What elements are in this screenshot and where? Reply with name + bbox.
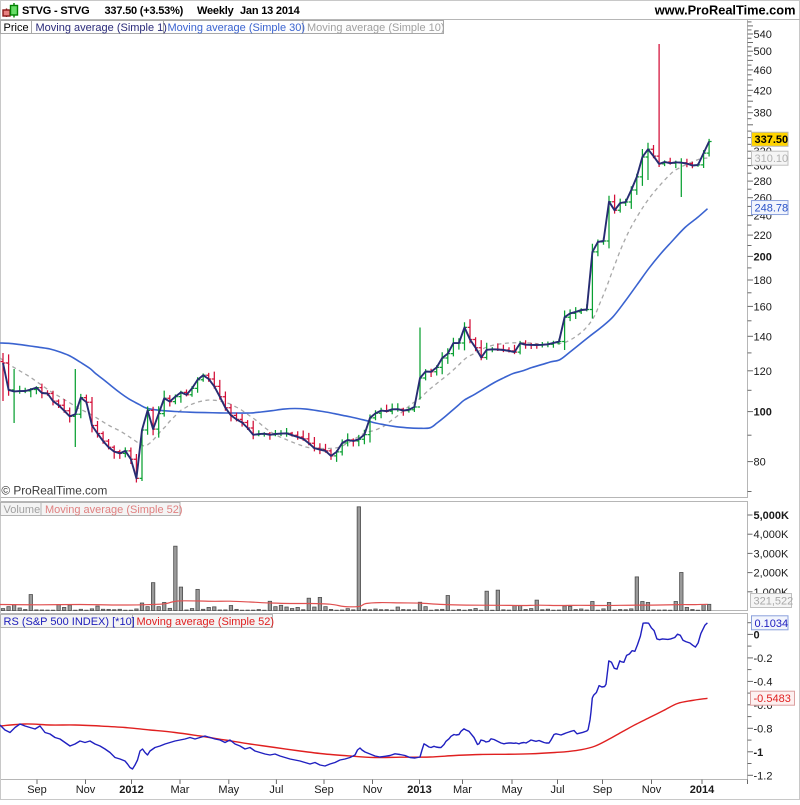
svg-text:www.ProRealTime.com: www.ProRealTime.com [654, 3, 796, 18]
svg-text:200: 200 [754, 251, 772, 263]
svg-text:Nov: Nov [642, 784, 662, 796]
svg-text:460: 460 [754, 65, 772, 77]
svg-text:0: 0 [754, 629, 760, 641]
svg-text:337.50: 337.50 [755, 134, 789, 146]
svg-text:3,000K: 3,000K [754, 548, 790, 560]
svg-text:Mar: Mar [453, 784, 472, 796]
svg-text:Sep: Sep [314, 784, 334, 796]
svg-text:Sep: Sep [593, 784, 613, 796]
svg-text:420: 420 [754, 85, 772, 97]
svg-text:-0.8: -0.8 [754, 723, 773, 735]
svg-text:4,000K: 4,000K [754, 529, 790, 541]
svg-text:-1: -1 [754, 747, 764, 759]
svg-text:-0.4: -0.4 [754, 676, 773, 688]
svg-text:-1.2: -1.2 [754, 770, 773, 782]
svg-text:337.50 (+3.53%): 337.50 (+3.53%) [105, 5, 184, 17]
svg-text:0.1034: 0.1034 [755, 618, 789, 630]
svg-text:80: 80 [754, 457, 766, 469]
svg-text:-0.2: -0.2 [754, 653, 773, 665]
svg-text:May: May [502, 784, 523, 796]
svg-text:160: 160 [754, 301, 772, 313]
svg-text:2013: 2013 [407, 784, 431, 796]
svg-text:5,000K: 5,000K [754, 510, 790, 522]
svg-text:Mar: Mar [171, 784, 190, 796]
svg-text:540: 540 [754, 29, 772, 41]
svg-text:280: 280 [754, 176, 772, 188]
svg-text:380: 380 [754, 108, 772, 120]
svg-text:Nov: Nov [76, 784, 96, 796]
svg-text:Nov: Nov [363, 784, 383, 796]
svg-text:© ProRealTime.com: © ProRealTime.com [1, 484, 107, 498]
svg-text:RS (S&P 500 INDEX) [*10]: RS (S&P 500 INDEX) [*10] [4, 616, 135, 628]
svg-text:Weekly: Weekly [197, 5, 235, 17]
svg-text:180: 180 [754, 275, 772, 287]
svg-text:STVG - STVG: STVG - STVG [22, 5, 89, 17]
svg-text:248.78: 248.78 [755, 203, 789, 215]
svg-text:Sep: Sep [27, 784, 47, 796]
svg-text:500: 500 [754, 46, 772, 58]
svg-text:May: May [218, 784, 239, 796]
svg-text:Moving average (Simple 52): Moving average (Simple 52) [137, 616, 275, 628]
svg-text:Jul: Jul [269, 784, 283, 796]
svg-text:Jan 13 2014: Jan 13 2014 [240, 5, 301, 17]
svg-text:Moving average (Simple 10): Moving average (Simple 10) [307, 22, 445, 34]
svg-text:Moving average (Simple 30): Moving average (Simple 30) [168, 22, 306, 34]
svg-text:220: 220 [754, 230, 772, 242]
svg-text:2,000K: 2,000K [754, 568, 790, 580]
svg-text:Jul: Jul [550, 784, 564, 796]
svg-text:100: 100 [754, 407, 772, 419]
svg-text:120: 120 [754, 366, 772, 378]
svg-text:321,522: 321,522 [754, 596, 794, 608]
svg-text:-0.5483: -0.5483 [754, 693, 791, 705]
svg-text:2012: 2012 [119, 784, 143, 796]
svg-text:Moving average (Simple 1): Moving average (Simple 1) [36, 22, 167, 34]
svg-text:310.10: 310.10 [755, 153, 789, 165]
svg-text:Price: Price [4, 22, 29, 34]
svg-text:Volume: Volume [4, 504, 41, 516]
svg-text:140: 140 [754, 331, 772, 343]
svg-text:2014: 2014 [690, 784, 715, 796]
svg-text:Moving average (Simple 52): Moving average (Simple 52) [45, 504, 183, 516]
